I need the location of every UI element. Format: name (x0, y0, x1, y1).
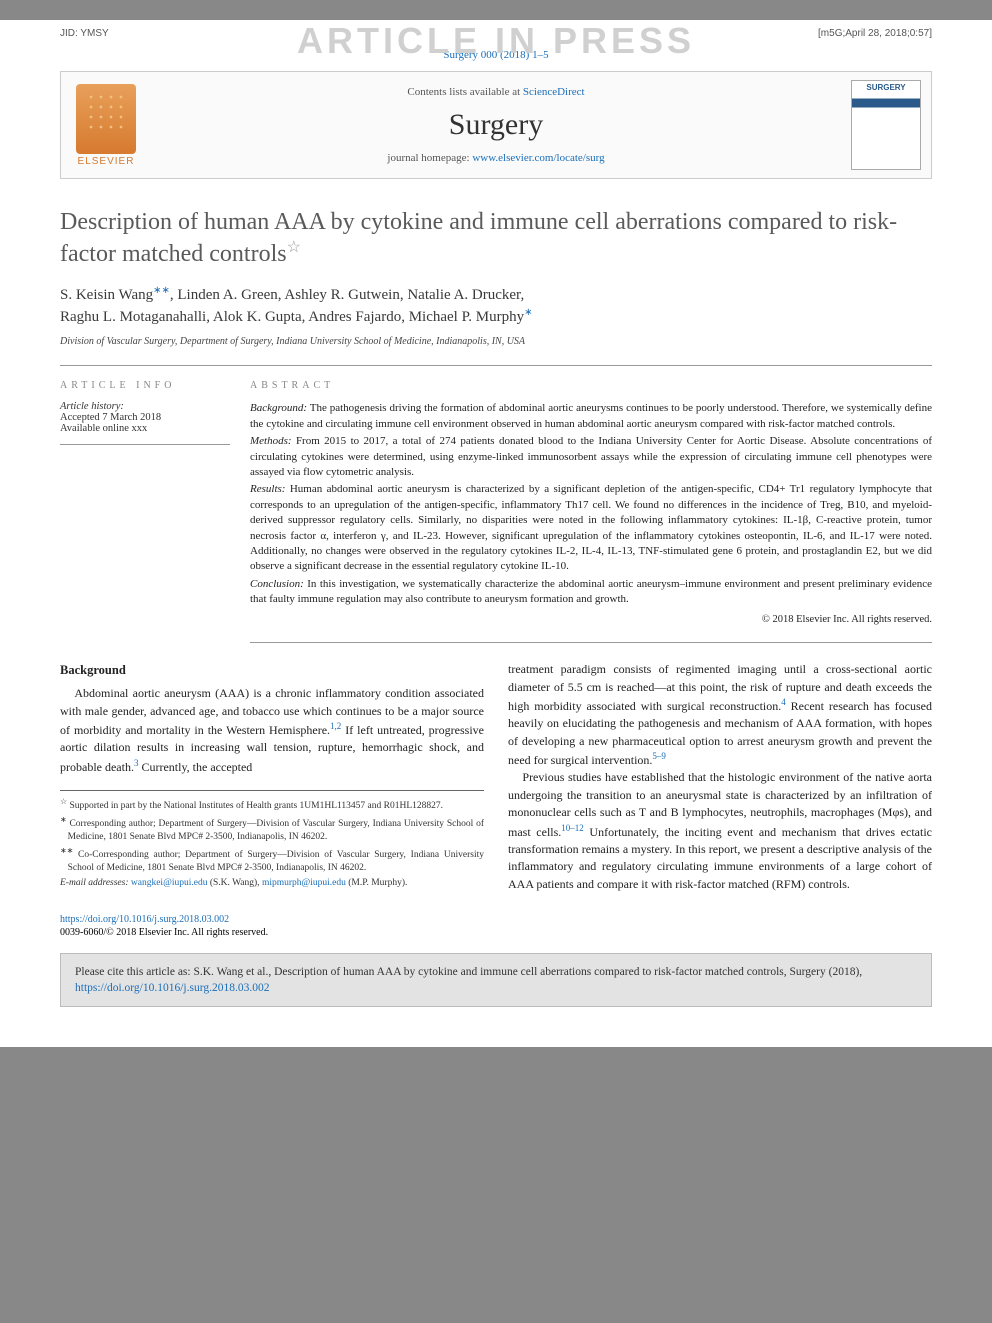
author-1-sup: ∗∗ (153, 285, 170, 296)
doi-link[interactable]: https://doi.org/10.1016/j.surg.2018.03.0… (60, 914, 229, 925)
ref-10-12[interactable]: 10–12 (561, 823, 584, 833)
title-footnote-star-icon: ☆ (287, 239, 301, 256)
article-info-label: article info (60, 380, 230, 391)
email-1-name: (S.K. Wang), (207, 878, 261, 888)
build-meta: [m5G;April 28, 2018;0:57] (818, 28, 932, 39)
b3b: Unfortunately, the inciting event and me… (508, 825, 932, 891)
email-2-link[interactable]: mipmurph@iupui.edu (262, 878, 346, 888)
authors-1b: , Linden A. Green, Ashley R. Gutwein, Na… (170, 287, 524, 303)
page: ARTICLE IN PRESS JID: YMSY [m5G;April 28… (0, 20, 992, 1047)
issn-copyright: 0039-6060/© 2018 Elsevier Inc. All right… (60, 927, 268, 938)
body-para-1: Abdominal aortic aneurysm (AAA) is a chr… (60, 685, 484, 776)
fn1: Supported in part by the National Instit… (67, 801, 443, 811)
body-columns: Background Abdominal aortic aneurysm (AA… (60, 661, 932, 893)
fn2: Corresponding author; Department of Surg… (67, 819, 484, 842)
fn3-sym: ∗∗ (60, 846, 73, 855)
cover-image-icon (851, 80, 921, 170)
history-accepted: Accepted 7 March 2018 (60, 412, 230, 423)
body-para-3: Previous studies have established that t… (508, 769, 932, 893)
abs-me: From 2015 to 2017, a total of 274 patien… (250, 435, 932, 478)
affiliation: Division of Vascular Surgery, Department… (60, 336, 932, 347)
abstract-label: abstract (250, 380, 932, 391)
authors-line2: Raghu L. Motaganahalli, Alok K. Gupta, A… (60, 309, 524, 325)
body-para-2: treatment paradigm consists of regimente… (508, 661, 932, 769)
journal-cover-thumb[interactable] (841, 72, 931, 178)
title-text: Description of human AAA by cytokine and… (60, 209, 897, 267)
author-list: S. Keisin Wang∗∗, Linden A. Green, Ashle… (60, 284, 932, 328)
abs-bg-lead: Background: (250, 402, 307, 414)
body-column-right: treatment paradigm consists of regimente… (508, 661, 932, 893)
journal-name: Surgery (161, 98, 831, 152)
article-info-column: article info Article history: Accepted 7… (60, 380, 230, 643)
abs-co: In this investigation, we systematically… (250, 578, 932, 605)
info-abstract-row: article info Article history: Accepted 7… (60, 365, 932, 643)
ref-5-9[interactable]: 5–9 (652, 751, 666, 761)
email-2-name: (M.P. Murphy). (346, 878, 408, 888)
abstract-copyright: © 2018 Elsevier Inc. All rights reserved… (250, 613, 932, 628)
bottom-references: https://doi.org/10.1016/j.surg.2018.03.0… (60, 913, 932, 939)
journal-header-panel: ELSEVIER Contents lists available at Sci… (60, 71, 932, 179)
contents-pre: Contents lists available at (407, 86, 522, 98)
author-1: S. Keisin Wang (60, 287, 153, 303)
email-label: E-mail addresses: (60, 878, 129, 888)
abs-me-lead: Methods: (250, 435, 292, 447)
footnote-emails: E-mail addresses: wangkei@iupui.edu (S.K… (60, 877, 484, 890)
homepage-link[interactable]: www.elsevier.com/locate/surg (472, 152, 604, 164)
author-last-sup: ∗ (524, 307, 532, 318)
homepage-line: journal homepage: www.elsevier.com/locat… (161, 152, 831, 164)
citation-box: Please cite this article as: S.K. Wang e… (60, 953, 932, 1007)
contents-line: Contents lists available at ScienceDirec… (161, 86, 831, 98)
abstract-column: abstract Background: The pathogenesis dr… (250, 380, 932, 643)
background-heading: Background (60, 661, 484, 679)
cite-text: Please cite this article as: S.K. Wang e… (75, 966, 862, 978)
b1c: Currently, the accepted (138, 760, 252, 774)
body-column-left: Background Abdominal aortic aneurysm (AA… (60, 661, 484, 893)
email-1-link[interactable]: wangkei@iupui.edu (131, 878, 208, 888)
abs-bg: The pathogenesis driving the formation o… (250, 402, 932, 429)
footnote-funding: ☆ Supported in part by the National Inst… (60, 797, 484, 813)
abs-re-lead: Results: (250, 483, 285, 495)
header-center: Contents lists available at ScienceDirec… (151, 72, 841, 178)
elsevier-tree-icon (76, 84, 136, 154)
footnote-co-corresponding: ∗∗ Co-Corresponding author; Department o… (60, 846, 484, 875)
abstract-text: Background: The pathogenesis driving the… (250, 401, 932, 628)
fn2-sym: ∗ (60, 815, 67, 824)
elsevier-text: ELSEVIER (78, 156, 135, 167)
homepage-pre: journal homepage: (387, 152, 472, 164)
footnotes: ☆ Supported in part by the National Inst… (60, 790, 484, 889)
cite-doi-link[interactable]: https://doi.org/10.1016/j.surg.2018.03.0… (75, 982, 269, 994)
abs-re: Human abdominal aortic aneurysm is chara… (250, 483, 932, 572)
sciencedirect-link[interactable]: ScienceDirect (523, 86, 585, 98)
abs-co-lead: Conclusion: (250, 578, 304, 590)
jid-label: JID: YMSY (60, 28, 109, 39)
elsevier-logo[interactable]: ELSEVIER (61, 72, 151, 178)
footnote-corresponding: ∗ Corresponding author; Department of Su… (60, 815, 484, 844)
history-head: Article history: (60, 401, 230, 412)
fn3: Co-Corresponding author; Department of S… (68, 850, 484, 873)
top-meta-bar: JID: YMSY [m5G;April 28, 2018;0:57] (60, 20, 932, 39)
ref-1-2[interactable]: 1,2 (330, 721, 341, 731)
article-title: Description of human AAA by cytokine and… (60, 207, 932, 270)
history-online: Available online xxx (60, 423, 230, 434)
